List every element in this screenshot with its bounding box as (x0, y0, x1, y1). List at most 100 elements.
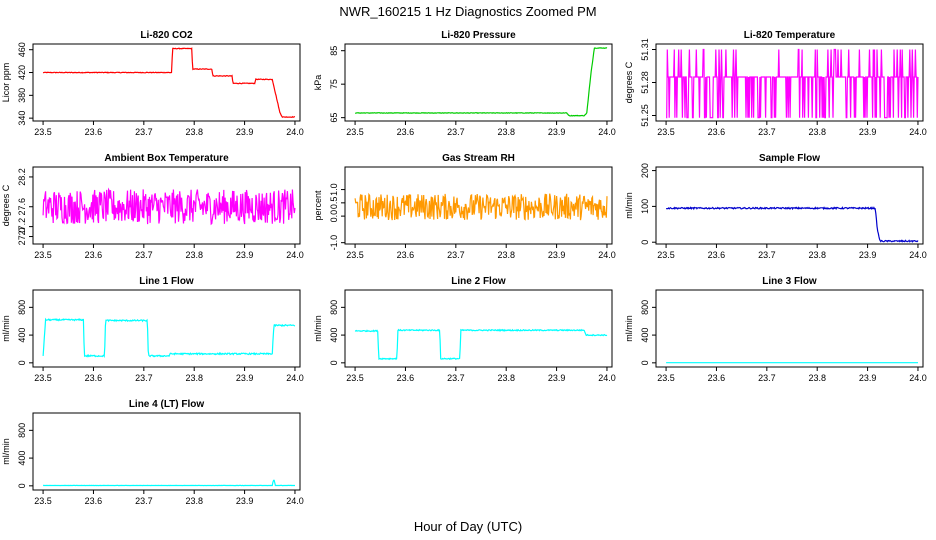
x-tick-label: 24.0 (286, 373, 304, 383)
series-line (42, 187, 296, 226)
plot-frame (655, 289, 924, 368)
x-tick-label: 23.5 (657, 250, 675, 260)
x-tick-label: 23.5 (34, 373, 52, 383)
x-tick-label: 23.5 (346, 373, 364, 383)
y-axis-label: ml/min (1, 438, 11, 465)
x-tick-label: 23.9 (548, 127, 566, 137)
plot-frame (344, 166, 613, 245)
plot-frame (344, 289, 613, 368)
x-tick-label: 23.9 (859, 250, 877, 260)
x-tick-label: 23.9 (236, 250, 254, 260)
y-tick-label: 85 (329, 46, 339, 56)
x-tick-label: 23.8 (497, 373, 515, 383)
chart-panel: Line 2 Flow ml/min 23.5 23.6 23.7 23.8 23.9 24.… (313, 276, 616, 383)
x-tick-label: 23.6 (85, 127, 103, 137)
y-tick-label: 800 (640, 300, 650, 315)
x-tick-label: 23.6 (85, 496, 103, 506)
x-tick-label: 23.6 (85, 373, 103, 383)
x-tick-label: 23.5 (34, 496, 52, 506)
x-tick-label: 23.7 (758, 250, 776, 260)
x-tick-label: 23.6 (397, 250, 415, 260)
panel-title: Li-820 Pressure (441, 30, 516, 41)
x-tick-label: 23.5 (34, 250, 52, 260)
x-tick-label: 23.9 (548, 250, 566, 260)
x-tick-label: 23.8 (497, 127, 515, 137)
x-tick-label: 24.0 (286, 127, 304, 137)
chart-panel: Ambient Box Temperature degrees C 23.5 23.6… (1, 153, 304, 260)
y-tick-label: 400 (17, 451, 27, 466)
x-tick-label: 23.6 (397, 373, 415, 383)
x-tick-label: 24.0 (598, 373, 616, 383)
y-tick-label: 800 (17, 300, 27, 315)
chart-panel: Line 4 (LT) Flow ml/min 23.5 23.6 23.7 23.8 23… (1, 399, 304, 506)
x-tick-label: 23.6 (397, 127, 415, 137)
x-tick-label: 23.8 (497, 250, 515, 260)
x-tick-label: 23.7 (135, 250, 153, 260)
figure-title: NWR_160215 1 Hz Diagnostics Zoomed PM (339, 4, 596, 19)
x-tick-label: 23.7 (447, 250, 465, 260)
y-tick-label: 400 (640, 328, 650, 343)
y-axis-label: ml/min (1, 315, 11, 342)
chart-panel: Li-820 Temperature degrees C 23.5 23.6 23.7 2… (624, 30, 927, 137)
chart-panel: Line 1 Flow ml/min 23.5 23.6 23.7 23.8 23.9 24.… (1, 276, 304, 383)
y-tick-label: 27.0 (17, 228, 27, 246)
y-tick-label: 27.6 (17, 198, 27, 216)
y-tick-label: 75 (329, 79, 339, 89)
series-line (42, 317, 296, 359)
x-tick-label: 23.9 (859, 373, 877, 383)
panel-title: Line 4 (LT) Flow (129, 399, 205, 410)
x-tick-label: 23.5 (346, 127, 364, 137)
y-axis-label: degrees C (1, 184, 11, 226)
y-tick-label: 0 (640, 360, 650, 365)
x-tick-label: 23.5 (346, 250, 364, 260)
x-tick-label: 23.5 (34, 127, 52, 137)
x-tick-label: 23.9 (236, 496, 254, 506)
x-tick-label: 23.7 (135, 127, 153, 137)
panel-title: Sample Flow (759, 153, 820, 164)
series-line (42, 47, 296, 119)
panel-title: Li-820 CO2 (140, 30, 193, 41)
chart-panel: Li-820 CO2 Licor ppm 23.5 23.6 23.7 23.8 23.9 2… (1, 30, 304, 137)
y-tick-label: 27.2 (17, 218, 27, 236)
y-tick-label: 51.25 (640, 104, 650, 127)
y-axis-label: percent (313, 190, 323, 221)
x-tick-label: 23.9 (236, 127, 254, 137)
y-tick-label: 28.2 (17, 168, 27, 186)
x-tick-label: 23.7 (758, 127, 776, 137)
x-tick-label: 23.8 (808, 250, 826, 260)
figure-x-label: Hour of Day (UTC) (414, 519, 522, 534)
plot-frame (32, 289, 301, 368)
panels-container: Li-820 CO2 Licor ppm 23.5 23.6 23.7 23.8 23.9 2… (1, 30, 927, 506)
x-tick-label: 24.0 (909, 250, 927, 260)
x-tick-label: 23.8 (185, 373, 203, 383)
x-tick-label: 23.6 (708, 250, 726, 260)
x-tick-label: 23.7 (135, 496, 153, 506)
plot-frame (32, 412, 301, 491)
y-tick-label: 0.5 (329, 197, 339, 210)
series-line (666, 206, 919, 243)
x-tick-label: 23.6 (85, 250, 103, 260)
y-tick-label: 400 (329, 328, 339, 343)
panel-title: Ambient Box Temperature (104, 153, 229, 164)
plot-frame (32, 43, 301, 122)
x-tick-label: 24.0 (286, 250, 304, 260)
y-tick-label: 380 (17, 88, 27, 103)
y-tick-label: 420 (17, 65, 27, 80)
y-tick-label: 460 (17, 42, 27, 57)
panel-title: Li-820 Temperature (744, 30, 836, 41)
panel-title: Line 1 Flow (139, 276, 194, 287)
panel-title: Line 3 Flow (762, 276, 817, 287)
y-tick-label: 51.28 (640, 71, 650, 94)
panel-title: Gas Stream RH (442, 153, 515, 164)
x-tick-label: 23.8 (185, 496, 203, 506)
y-tick-label: 65 (329, 113, 339, 123)
x-tick-label: 23.8 (185, 250, 203, 260)
y-axis-label: ml/min (313, 315, 323, 342)
series-line (666, 48, 919, 119)
x-tick-label: 23.6 (708, 127, 726, 137)
y-tick-label: 0 (17, 360, 27, 365)
x-tick-label: 24.0 (598, 127, 616, 137)
y-axis-label: degrees C (624, 61, 634, 103)
x-tick-label: 23.5 (657, 373, 675, 383)
